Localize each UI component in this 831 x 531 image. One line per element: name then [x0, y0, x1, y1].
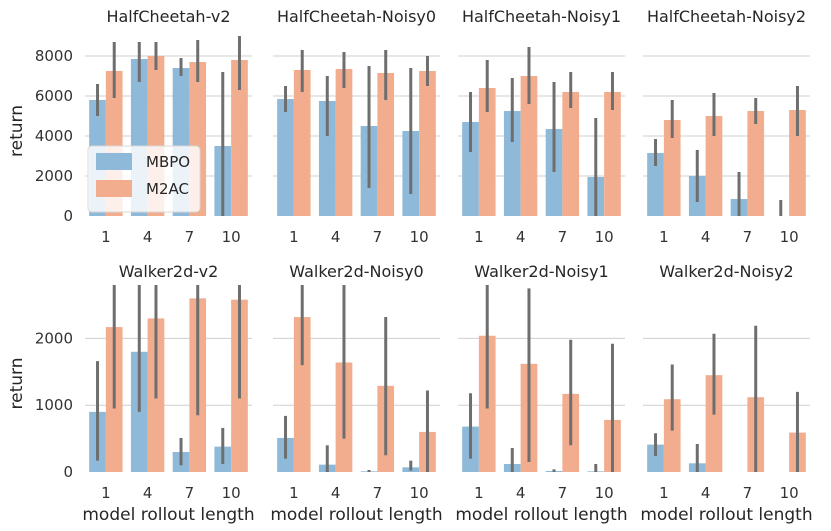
- bar-mbpo: [462, 122, 479, 216]
- x-tick-label: 4: [701, 228, 711, 246]
- x-tick-label: 7: [185, 484, 195, 502]
- bar-m2ac: [705, 375, 723, 472]
- chart-title: HalfCheetah-Noisy2: [647, 7, 806, 26]
- y-axis-label: return: [7, 358, 27, 410]
- x-tick-label: 1: [101, 484, 111, 502]
- chart-title: Walker2d-Noisy2: [659, 262, 793, 281]
- bar-m2ac: [293, 317, 311, 472]
- chart-panel: HalfCheetah-Noisy1 1 4 7 10: [458, 7, 625, 246]
- bar-mbpo: [503, 111, 521, 216]
- y-tick-label: 4000: [35, 127, 73, 145]
- x-axis-label: model rollout length: [640, 505, 812, 525]
- x-tick-label: 10: [780, 228, 799, 246]
- y-tick-label: 0: [63, 207, 73, 225]
- bar-m2ac: [562, 92, 580, 216]
- x-tick-label: 1: [659, 228, 669, 246]
- x-tick-label: 10: [410, 228, 429, 246]
- chart-panel: HalfCheetah-Noisy0 1 4 7 10: [273, 7, 440, 246]
- x-tick-label: 1: [289, 484, 299, 502]
- x-tick-label: 7: [558, 484, 568, 502]
- x-tick-label: 7: [558, 228, 568, 246]
- x-tick-label: 7: [373, 228, 383, 246]
- y-tick-label: 8000: [35, 47, 73, 65]
- chart-panel: Walker2d-Noisy2 1 4 7 10 model rollout length: [640, 262, 812, 525]
- bar-m2ac: [478, 88, 496, 216]
- x-tick-label: 10: [595, 228, 614, 246]
- bar-m2ac: [705, 116, 723, 216]
- bar-mbpo: [318, 101, 336, 216]
- bar-m2ac: [335, 69, 353, 216]
- x-tick-label: 4: [516, 228, 526, 246]
- x-tick-label: 4: [331, 228, 341, 246]
- x-tick-label: 10: [780, 484, 799, 502]
- x-tick-label: 4: [331, 484, 341, 502]
- chart-title: HalfCheetah-Noisy1: [462, 7, 621, 26]
- x-tick-label: 4: [143, 484, 153, 502]
- bar-m2ac: [604, 92, 621, 216]
- bar-m2ac: [747, 111, 765, 216]
- x-tick-label: 10: [222, 228, 241, 246]
- x-tick-label: 4: [516, 484, 526, 502]
- chart-title: Walker2d-Noisy1: [474, 262, 608, 281]
- bar-m2ac: [663, 120, 681, 216]
- y-tick-label: 2000: [35, 167, 73, 185]
- chart-panel: HalfCheetah-Noisy2 1 4 7 10: [643, 7, 810, 246]
- bar-m2ac: [789, 110, 806, 216]
- x-tick-label: 4: [143, 228, 153, 246]
- x-axis-label: model rollout length: [455, 505, 627, 525]
- bar-mbpo: [647, 444, 664, 472]
- y-axis-label: return: [7, 105, 27, 157]
- y-tick-label: 0: [63, 463, 73, 481]
- x-tick-label: 1: [289, 228, 299, 246]
- bar-mbpo: [647, 153, 664, 216]
- bar-m2ac: [231, 60, 248, 216]
- x-tick-label: 1: [659, 484, 669, 502]
- y-tick-label: 6000: [35, 87, 73, 105]
- x-tick-label: 1: [474, 228, 484, 246]
- chart-panel: Walker2d-Noisy1 1 4 7 10 model rollout length: [455, 262, 627, 525]
- x-tick-label: 1: [474, 484, 484, 502]
- panels: HalfCheetah-v21 4 7 1002000400060008000retu…: [7, 7, 813, 525]
- x-axis-label: model rollout length: [82, 505, 254, 525]
- bar-m2ac: [663, 399, 681, 472]
- bar-mbpo: [277, 99, 294, 216]
- chart-title: HalfCheetah-v2: [106, 7, 230, 26]
- x-tick-label: 1: [101, 228, 111, 246]
- legend-label: MBPO: [146, 153, 190, 171]
- x-tick-label: 7: [743, 228, 753, 246]
- x-axis-label: model rollout length: [270, 505, 442, 525]
- x-tick-label: 10: [410, 484, 429, 502]
- bar-m2ac: [419, 71, 436, 216]
- x-tick-label: 10: [595, 484, 614, 502]
- x-tick-label: 4: [701, 484, 711, 502]
- legend: MBPO M2AC: [87, 145, 201, 213]
- legend-label: M2AC: [146, 180, 189, 198]
- chart-title: Walker2d-v2: [119, 262, 219, 281]
- legend-swatch-mbpo: [96, 153, 132, 170]
- x-tick-label: 7: [373, 484, 383, 502]
- bar-mbpo: [545, 129, 563, 216]
- bar-m2ac: [293, 70, 311, 216]
- chart-title: Walker2d-Noisy0: [289, 262, 423, 281]
- x-tick-label: 10: [222, 484, 241, 502]
- bar-m2ac: [377, 73, 395, 216]
- x-tick-label: 7: [185, 228, 195, 246]
- chart-panel: Walker2d-Noisy0 1 4 7 10 model rollout length: [270, 262, 442, 525]
- y-tick-label: 2000: [35, 329, 73, 347]
- y-tick-label: 1000: [35, 396, 73, 414]
- legend-swatch-m2ac: [96, 180, 132, 197]
- chart-panel: Walker2d-v2 1 4 7 10 0 1000 2000 return model rol…: [7, 262, 255, 525]
- chart-title: HalfCheetah-Noisy0: [277, 7, 436, 26]
- bar-m2ac: [520, 76, 538, 216]
- x-tick-label: 7: [743, 484, 753, 502]
